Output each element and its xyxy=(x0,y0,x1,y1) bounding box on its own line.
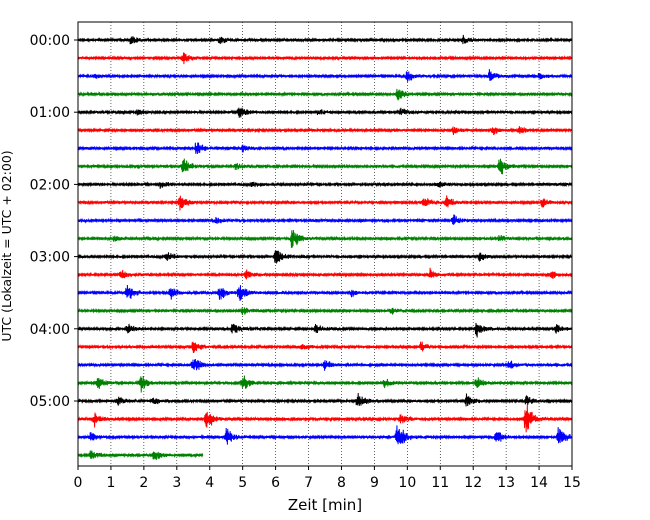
trace-0500 xyxy=(77,393,573,407)
trace-0345 xyxy=(77,307,573,316)
trace-0015 xyxy=(77,52,573,65)
trace-0315 xyxy=(77,267,573,280)
y-tick-label-0400: 04:00 xyxy=(30,322,70,338)
trace-0245 xyxy=(77,229,573,248)
x-tick-label-10: 10 xyxy=(398,475,416,491)
trace-0000 xyxy=(77,34,573,45)
x-tick-label-3: 3 xyxy=(172,475,181,491)
x-tick-label-15: 15 xyxy=(563,475,581,491)
trace-0030 xyxy=(77,69,573,82)
x-tick-label-1: 1 xyxy=(106,475,115,491)
x-axis-label: Zeit [min] xyxy=(288,496,362,514)
trace-0230 xyxy=(77,214,573,225)
trace-0100 xyxy=(77,107,573,118)
trace-0115 xyxy=(77,126,573,136)
x-tick-label-2: 2 xyxy=(139,475,148,491)
trace-0145 xyxy=(77,158,573,175)
x-tick-label-11: 11 xyxy=(431,475,449,491)
y-tick-label-0300: 03:00 xyxy=(30,250,70,266)
seismogram-traces xyxy=(77,34,573,461)
y-tick-label-0500: 05:00 xyxy=(30,394,70,410)
x-tick-label-14: 14 xyxy=(530,475,548,491)
trace-0430 xyxy=(77,358,573,371)
x-tick-label-7: 7 xyxy=(304,475,313,491)
trace-0215 xyxy=(77,195,573,211)
plot-frame xyxy=(77,21,573,467)
trace-0300 xyxy=(77,250,573,264)
x-tick-label-5: 5 xyxy=(238,475,247,491)
trace-0200 xyxy=(77,181,573,189)
x-tick-label-9: 9 xyxy=(370,475,379,491)
x-axis-ticks: 0 1 2 3 4 5 6 7 8 9 10 11 12 13 14 15 xyxy=(74,466,581,491)
x-tick-label-8: 8 xyxy=(337,475,346,491)
trace-0330 xyxy=(77,285,573,301)
x-tick-label-6: 6 xyxy=(271,475,280,491)
y-tick-label-0100: 01:00 xyxy=(30,105,70,121)
trace-0530 xyxy=(77,425,573,445)
x-tick-label-13: 13 xyxy=(497,475,515,491)
trace-0400 xyxy=(77,322,573,338)
trace-0045 xyxy=(77,88,573,101)
y-axis-label: UTC (Lokalzeit = UTC + 02:00) xyxy=(0,150,14,341)
y-tick-label-0000: 00:00 xyxy=(30,33,70,49)
x-tick-label-12: 12 xyxy=(464,475,482,491)
grid-lines xyxy=(110,22,540,466)
trace-0445 xyxy=(77,375,573,393)
trace-0415 xyxy=(77,341,573,353)
trace-0515 xyxy=(77,404,573,433)
x-tick-label-0: 0 xyxy=(74,475,83,491)
y-tick-label-0200: 02:00 xyxy=(30,177,70,193)
x-tick-label-4: 4 xyxy=(205,475,214,491)
y-axis-ticks: 00:00 01:00 02:00 03:00 04:00 05:00 xyxy=(30,33,78,410)
trace-0130 xyxy=(77,142,573,155)
trace-0545 xyxy=(77,450,204,461)
